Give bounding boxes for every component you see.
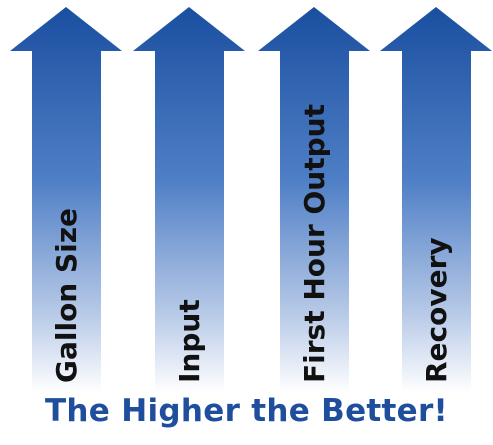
arrow-gallon-size: Gallon Size <box>10 7 122 393</box>
arrow-label: Gallon Size <box>50 208 83 383</box>
arrow-up-icon <box>258 7 370 393</box>
arrow-input: Input <box>133 7 245 393</box>
arrows-graphic: Gallon Size Input First Hour Output Reco… <box>10 7 492 393</box>
arrow-up-icon <box>380 7 492 393</box>
arrow-first-hour-output: First Hour Output <box>258 7 370 393</box>
arrow-recovery: Recovery <box>380 7 492 393</box>
arrow-label: First Hour Output <box>298 104 331 383</box>
arrow-up-icon <box>133 7 245 393</box>
arrow-label: Recovery <box>420 237 453 383</box>
arrow-label: Input <box>173 299 206 383</box>
arrow-up-icon <box>10 7 122 393</box>
tagline: The Higher the Better! <box>44 393 448 429</box>
